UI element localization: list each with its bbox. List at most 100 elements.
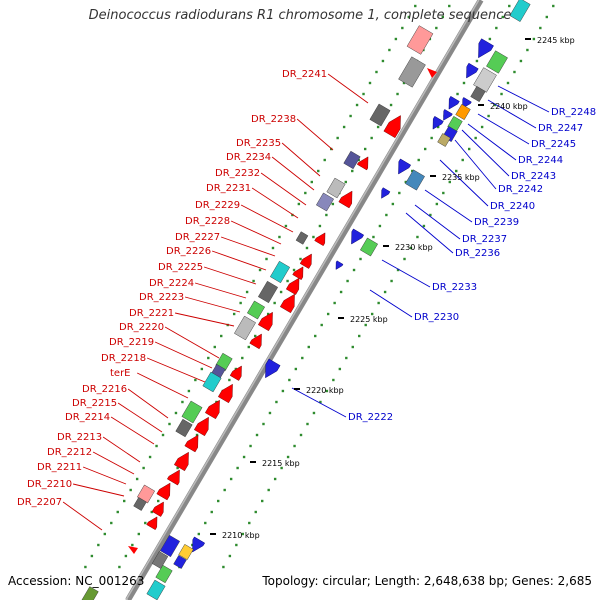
forward-gene[interactable] xyxy=(249,331,267,350)
forward-gene[interactable] xyxy=(406,25,434,55)
forward-gene[interactable] xyxy=(356,154,373,171)
forward-gene-label[interactable]: DR_2221 xyxy=(129,308,174,319)
forward-gene-label[interactable]: DR_2214 xyxy=(65,412,110,423)
forward-gene-label[interactable]: DR_2224 xyxy=(149,278,194,289)
forward-gene[interactable] xyxy=(269,260,291,284)
forward-gene-label[interactable]: DR_2228 xyxy=(185,216,230,227)
forward-gene-label[interactable]: DR_2210 xyxy=(27,479,72,490)
forward-gene[interactable] xyxy=(146,514,162,530)
forward-gene[interactable] xyxy=(295,231,309,245)
forward-gene-label[interactable]: DR_2212 xyxy=(47,447,92,458)
forward-gene-label[interactable]: DR_2241 xyxy=(282,69,327,80)
reverse-gene-label[interactable]: DR_2240 xyxy=(490,201,535,212)
reverse-gene[interactable] xyxy=(462,62,479,81)
forward-gene-label[interactable]: DR_2226 xyxy=(166,246,211,257)
forward-gene[interactable] xyxy=(204,397,224,420)
forward-gene[interactable] xyxy=(234,315,256,341)
forward-gene[interactable] xyxy=(316,192,334,212)
reverse-gene[interactable] xyxy=(459,97,472,110)
forward-gene[interactable] xyxy=(81,586,99,600)
forward-gene[interactable] xyxy=(257,309,277,332)
reverse-gene[interactable] xyxy=(445,96,460,111)
forward-gene[interactable] xyxy=(257,280,279,304)
reverse-gene[interactable] xyxy=(486,50,508,74)
forward-gene-label[interactable]: DR_2216 xyxy=(82,384,127,395)
forward-gene[interactable] xyxy=(155,564,173,584)
reverse-gene[interactable] xyxy=(509,0,531,22)
forward-gene[interactable] xyxy=(292,264,308,280)
forward-gene[interactable] xyxy=(229,363,246,381)
reverse-gene[interactable] xyxy=(378,187,391,201)
reverse-gene[interactable] xyxy=(472,38,494,62)
forward-gene[interactable] xyxy=(398,56,426,88)
forward-gene[interactable] xyxy=(184,432,203,453)
forward-gene[interactable] xyxy=(285,275,304,295)
forward-gene[interactable] xyxy=(133,497,147,511)
forward-gene[interactable] xyxy=(338,188,357,209)
reverse-gene[interactable] xyxy=(429,116,444,131)
reverse-gene-label[interactable]: DR_2247 xyxy=(538,123,583,134)
reverse-gene[interactable] xyxy=(187,536,205,555)
reverse-gene-label[interactable]: DR_2248 xyxy=(551,107,596,118)
forward-gene[interactable] xyxy=(159,534,181,558)
forward-gene-label[interactable]: DR_2213 xyxy=(57,432,102,443)
forward-gene[interactable] xyxy=(151,551,169,569)
forward-gene-label[interactable]: DR_2223 xyxy=(139,292,184,303)
forward-gene-label[interactable]: DR_2229 xyxy=(195,200,240,211)
reverse-gene-label[interactable]: DR_2244 xyxy=(518,155,563,166)
forward-gene[interactable] xyxy=(156,480,175,501)
forward-gene[interactable] xyxy=(247,300,265,320)
reverse-gene[interactable] xyxy=(440,109,453,122)
reverse-gene[interactable] xyxy=(260,358,281,381)
forward-gene[interactable] xyxy=(175,418,193,438)
forward-gene-label[interactable]: DR_2211 xyxy=(37,462,82,473)
forward-gene[interactable] xyxy=(217,381,237,404)
reverse-gene[interactable] xyxy=(346,228,364,247)
forward-gene[interactable] xyxy=(181,400,203,424)
forward-gene[interactable] xyxy=(202,371,222,393)
reverse-gene[interactable] xyxy=(360,237,378,257)
forward-gene-label[interactable]: DR_2218 xyxy=(101,353,146,364)
forward-gene-label[interactable]: DR_2215 xyxy=(72,398,117,409)
forward-gene-label[interactable]: DR_2225 xyxy=(158,262,203,273)
forward-gene[interactable] xyxy=(326,177,346,199)
forward-gene[interactable] xyxy=(193,414,213,437)
forward-gene-label[interactable]: terE xyxy=(110,368,131,379)
reverse-gene-label[interactable]: DR_2243 xyxy=(511,171,556,182)
reverse-gene-label[interactable]: DR_2230 xyxy=(414,312,459,323)
reverse-gene[interactable] xyxy=(470,86,486,102)
forward-gene-label[interactable]: DR_2227 xyxy=(175,232,220,243)
forward-gene-label[interactable]: DR_2207 xyxy=(17,497,62,508)
forward-gene[interactable] xyxy=(343,150,361,170)
forward-gene-label[interactable]: DR_2219 xyxy=(109,337,154,348)
forward-gene-label[interactable]: DR_2238 xyxy=(251,114,296,125)
forward-gene[interactable] xyxy=(167,467,184,486)
forward-gene-label[interactable]: DR_2235 xyxy=(236,138,281,149)
forward-gene-label[interactable]: DR_2220 xyxy=(119,322,164,333)
forward-gene[interactable] xyxy=(146,579,166,600)
reverse-gene[interactable] xyxy=(393,158,411,177)
forward-gene[interactable] xyxy=(279,291,299,314)
reverse-gene-label[interactable]: DR_2222 xyxy=(348,412,393,423)
reverse-gene[interactable] xyxy=(173,555,187,569)
forward-gene[interactable] xyxy=(151,499,168,517)
forward-gene-label[interactable]: DR_2234 xyxy=(226,152,271,163)
reverse-gene-label[interactable]: DR_2237 xyxy=(462,234,507,245)
reverse-gene-label[interactable]: DR_2239 xyxy=(474,217,519,228)
reverse-gene[interactable] xyxy=(405,169,425,191)
reverse-gene-label[interactable]: DR_2236 xyxy=(455,248,500,259)
forward-gene-label[interactable]: DR_2231 xyxy=(206,183,251,194)
reverse-gene[interactable] xyxy=(437,133,451,147)
forward-gene[interactable] xyxy=(173,449,193,472)
forward-gene-label[interactable]: DR_2232 xyxy=(215,168,260,179)
reverse-gene[interactable] xyxy=(178,544,194,560)
reverse-gene[interactable] xyxy=(333,260,344,271)
reverse-gene-label[interactable]: DR_2242 xyxy=(498,184,543,195)
forward-gene[interactable] xyxy=(369,103,391,127)
forward-gene[interactable] xyxy=(314,230,330,246)
forward-gene[interactable] xyxy=(299,251,316,269)
reverse-gene-label[interactable]: DR_2233 xyxy=(432,282,477,293)
forward-gene[interactable] xyxy=(383,112,406,139)
reverse-gene-label[interactable]: DR_2245 xyxy=(531,139,576,150)
reverse-gene[interactable] xyxy=(455,104,471,120)
